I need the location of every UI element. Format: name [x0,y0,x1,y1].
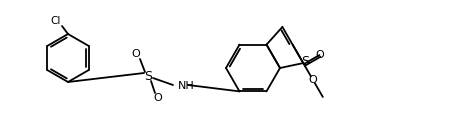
Text: NH: NH [177,81,194,91]
Text: O: O [153,93,162,103]
Text: Cl: Cl [51,16,61,26]
Text: S: S [301,55,308,68]
Text: O: O [308,75,317,85]
Text: O: O [314,50,323,60]
Text: O: O [131,49,140,59]
Text: S: S [144,70,152,82]
